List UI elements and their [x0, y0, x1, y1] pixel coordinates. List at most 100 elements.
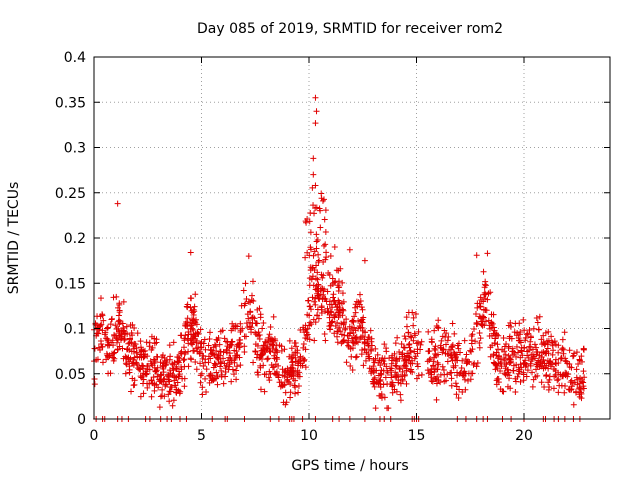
data-point [515, 364, 522, 371]
data-point [214, 373, 221, 380]
data-point [289, 359, 296, 366]
data-point [439, 349, 446, 356]
data-point [366, 365, 373, 372]
data-point [528, 358, 535, 365]
data-point [407, 360, 414, 367]
data-point [139, 362, 146, 369]
data-point [263, 346, 270, 353]
data-point [233, 352, 240, 359]
data-point [289, 354, 296, 361]
data-point [331, 330, 338, 337]
data-point [409, 309, 416, 316]
data-point [477, 303, 484, 310]
data-point [484, 250, 491, 257]
data-point [574, 381, 581, 388]
data-point [470, 361, 477, 368]
data-point [321, 216, 328, 223]
data-point [225, 366, 232, 373]
data-point [356, 335, 363, 342]
data-point [462, 356, 469, 363]
data-point [533, 366, 540, 373]
data-point [330, 298, 337, 305]
data-point [326, 319, 333, 326]
data-point [446, 346, 453, 353]
data-point [327, 282, 334, 289]
data-point [206, 329, 213, 336]
data-point [112, 322, 119, 329]
data-point [318, 190, 325, 197]
x-tick-label: 0 [90, 428, 99, 444]
data-point [331, 244, 338, 251]
data-point [434, 359, 441, 366]
data-point [137, 366, 144, 373]
data-point [527, 360, 534, 367]
data-point [187, 355, 194, 362]
data-point [452, 380, 459, 387]
data-point [221, 335, 228, 342]
data-point [442, 341, 449, 348]
data-point [359, 316, 366, 323]
data-point [442, 333, 449, 340]
data-point [242, 300, 249, 307]
data-point [127, 336, 134, 343]
data-point [245, 315, 252, 322]
data-point [402, 335, 409, 342]
data-point [99, 312, 106, 319]
data-point [559, 336, 566, 343]
y-tick-label: 0.4 [64, 50, 86, 66]
data-point [555, 376, 562, 383]
x-tick-label: 5 [197, 428, 206, 444]
data-point [392, 340, 399, 347]
data-point [103, 325, 110, 332]
data-point [138, 346, 145, 353]
data-points [91, 94, 588, 422]
data-point [230, 323, 237, 330]
data-point [566, 347, 573, 354]
data-point [166, 356, 173, 363]
data-point [476, 344, 483, 351]
x-tick-label: 15 [408, 428, 426, 444]
data-point [495, 346, 502, 353]
data-point [302, 364, 309, 371]
data-point [515, 337, 522, 344]
data-point [297, 326, 304, 333]
y-tick-label: 0.15 [55, 276, 86, 292]
data-point [480, 306, 487, 313]
data-point [173, 366, 180, 373]
data-point [410, 337, 417, 344]
data-point [301, 329, 308, 336]
data-point [528, 369, 535, 376]
data-point [348, 353, 355, 360]
data-point [525, 354, 532, 361]
data-point [499, 388, 506, 395]
data-point [314, 236, 321, 243]
data-point [413, 340, 420, 347]
data-point [486, 325, 493, 332]
data-point [309, 184, 316, 191]
data-point [515, 349, 522, 356]
y-tick-label: 0.1 [64, 322, 86, 338]
data-point [522, 363, 529, 370]
data-point [384, 367, 391, 374]
data-point [544, 357, 551, 364]
data-point [544, 345, 551, 352]
data-point [257, 386, 264, 393]
data-point [244, 324, 251, 331]
data-point [308, 276, 315, 283]
data-point [150, 356, 157, 363]
data-point [91, 345, 98, 352]
data-point [169, 402, 176, 409]
data-point [157, 371, 164, 378]
data-point [176, 371, 183, 378]
data-point [358, 304, 365, 311]
data-point [540, 332, 547, 339]
data-point [468, 348, 475, 355]
data-point [444, 337, 451, 344]
data-point [156, 404, 163, 411]
data-point [526, 326, 533, 333]
data-point [457, 349, 464, 356]
data-point [173, 386, 180, 393]
data-point [576, 391, 583, 398]
data-point [401, 353, 408, 360]
data-point [434, 324, 441, 331]
